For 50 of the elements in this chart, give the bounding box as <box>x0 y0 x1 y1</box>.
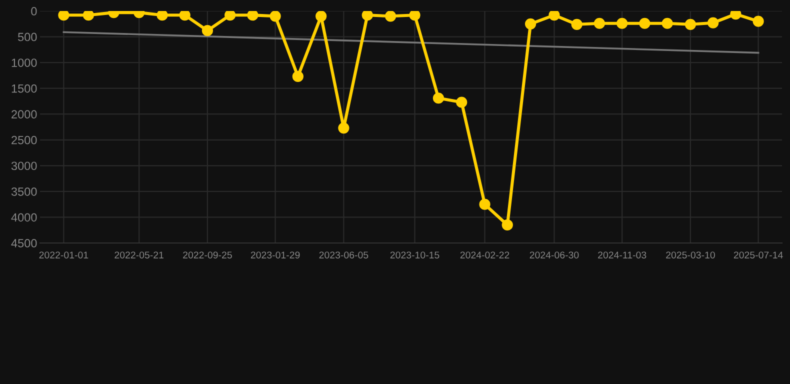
point <box>179 11 190 21</box>
point <box>432 92 444 104</box>
point <box>384 11 396 22</box>
y-tick-label: 500 <box>18 32 37 42</box>
x-tick-label: 2022-01-01 <box>39 252 88 258</box>
y-tick-label: 0 <box>31 7 37 16</box>
x-tick-label: 2025-03-10 <box>666 252 715 258</box>
point <box>292 70 304 82</box>
x-tick-label: 2023-01-29 <box>250 252 300 258</box>
point <box>571 18 582 30</box>
x-tick-label: 2022-05-21 <box>114 252 164 258</box>
y-tick-label: 4500 <box>11 239 37 248</box>
point <box>338 122 350 134</box>
point <box>202 25 214 36</box>
point <box>82 11 94 21</box>
point <box>730 11 742 20</box>
point <box>479 198 490 210</box>
point <box>224 11 236 21</box>
y-tick-label: 1500 <box>12 84 37 93</box>
point <box>156 11 168 21</box>
point <box>456 96 468 108</box>
y-tick-label: 1000 <box>12 58 37 67</box>
x-tick-label: 2024-11-03 <box>598 252 646 258</box>
point <box>594 18 606 29</box>
point <box>639 18 650 29</box>
point <box>316 11 327 22</box>
x-tick-label: 2022-09-25 <box>183 252 232 258</box>
x-tick-label: 2024-02-22 <box>460 252 510 258</box>
point <box>58 11 70 21</box>
x-tick-label: 2023-10-15 <box>390 252 440 258</box>
y-tick-label: 2000 <box>12 110 37 119</box>
point <box>708 17 719 28</box>
point <box>247 11 258 21</box>
point <box>662 18 673 29</box>
x-tick-label: 2024-06-30 <box>530 252 579 258</box>
point <box>524 18 536 30</box>
point <box>502 219 513 231</box>
y-tick-label: 2500 <box>12 136 37 144</box>
point <box>362 11 373 21</box>
point <box>684 18 696 30</box>
point <box>270 11 281 22</box>
point <box>409 11 420 21</box>
point <box>752 16 764 27</box>
y-tick-label: 3500 <box>11 187 37 196</box>
y-tick-label: 3000 <box>11 162 37 170</box>
y-tick-label: 4000 <box>11 213 37 222</box>
point <box>616 18 628 29</box>
x-tick-label: 2025-07-14 <box>734 252 783 258</box>
point <box>548 11 560 21</box>
x-tick-label: 2023-06-05 <box>319 252 368 258</box>
